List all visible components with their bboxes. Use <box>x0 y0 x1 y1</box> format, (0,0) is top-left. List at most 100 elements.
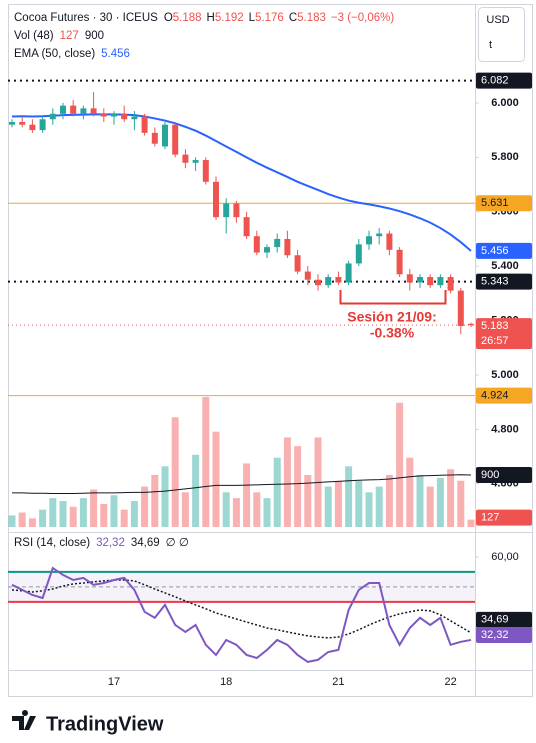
candle-body <box>437 277 444 286</box>
candle-body <box>447 277 454 291</box>
volume-bar <box>406 457 414 527</box>
volume-bar <box>416 475 424 527</box>
volume-bar <box>69 506 77 527</box>
candle-body <box>141 116 148 133</box>
x-tick-label: 21 <box>332 676 344 688</box>
volume-bar <box>100 503 108 527</box>
volume-bar <box>263 498 271 527</box>
candle-body <box>468 323 474 326</box>
volume-bar <box>324 486 332 527</box>
volume-bar <box>243 463 251 527</box>
rsi-ma-tag-label: 34,69 <box>481 614 509 626</box>
logo-mark <box>12 710 36 730</box>
ema-tag <box>476 242 532 259</box>
volume-bar <box>202 397 210 527</box>
volume-bar <box>375 486 383 527</box>
candle-body <box>111 113 117 117</box>
volume-name: Vol (48) <box>14 30 54 42</box>
volume-bar <box>120 509 128 527</box>
candle-body <box>19 121 26 125</box>
ohlc-value: 5.183 <box>297 12 326 24</box>
candle-body <box>172 124 179 155</box>
brand: TradingView <box>46 713 164 735</box>
candle-body <box>406 274 413 283</box>
ohlc-key: L <box>249 12 256 24</box>
candle-body <box>366 236 372 245</box>
volume-bar <box>151 475 159 527</box>
volume-bar <box>334 480 342 527</box>
candle-body <box>162 124 168 147</box>
legend-volume: Vol (48) 127 900 <box>14 30 104 42</box>
volume-value: 127 <box>60 30 79 42</box>
level-tag-label: 6.082 <box>481 75 509 87</box>
volume-bar <box>253 492 261 527</box>
candle-body <box>60 105 66 114</box>
y-tick-label: 5.400 <box>491 260 519 272</box>
annotation-text: Sesión 21/09: <box>347 309 437 325</box>
annotation-text: -0.38% <box>370 325 415 341</box>
candle-body <box>202 160 209 182</box>
volume-bar <box>447 469 455 527</box>
candle-body <box>325 277 332 286</box>
y-tick-label: 4.800 <box>491 423 519 435</box>
volume-bar <box>283 437 291 527</box>
volume-bar <box>345 466 353 527</box>
legend-rsi: RSI (14, close) 32,32 34,69 ∅ ∅ <box>14 537 189 549</box>
x-tick-label: 22 <box>444 676 456 688</box>
x-tick-label: 18 <box>220 676 232 688</box>
volume-bar <box>385 475 393 527</box>
candle-body <box>417 277 423 283</box>
last-price-label: 5.183 <box>481 320 509 332</box>
candle-body <box>243 217 250 237</box>
volume-bar <box>49 498 57 527</box>
candle-body <box>223 203 230 218</box>
change: −3 (−0,06%) <box>331 12 394 24</box>
ema-tag-label: 5.456 <box>481 245 509 257</box>
logo[interactable]: TradingView <box>12 710 164 735</box>
y-tick-label: 6.000 <box>491 97 519 109</box>
candle-body <box>213 181 219 218</box>
ema-name: EMA (50, close) <box>14 48 95 60</box>
volume-bar <box>457 480 465 527</box>
level-tag <box>476 387 532 404</box>
candle-body <box>355 244 362 264</box>
rsi-tag-label: 32,32 <box>481 629 509 641</box>
volume-bar <box>18 512 26 527</box>
level-tag-label: 5.631 <box>481 197 509 209</box>
volume-bar <box>467 519 475 527</box>
volume-bar <box>396 402 404 527</box>
volume-tag <box>476 509 532 526</box>
volume-bar <box>171 417 179 527</box>
candle-body <box>274 238 281 248</box>
volume-bar <box>426 486 434 527</box>
rsi-extra: ∅ ∅ <box>166 537 189 549</box>
candle-body <box>264 247 270 253</box>
symbol: Cocoa Futures · 30 · ICEUS <box>14 12 158 24</box>
volume-bar <box>355 480 363 527</box>
volume-bar <box>181 492 189 527</box>
candle-body <box>121 113 128 120</box>
volume-bar <box>28 518 36 527</box>
volume-bar <box>212 431 220 527</box>
candle-body <box>90 108 97 114</box>
volume-bar <box>110 495 118 527</box>
annotation-bracket <box>339 290 447 305</box>
volume-bar <box>232 498 240 527</box>
ohlc-value: 5.188 <box>173 12 202 24</box>
candle-body <box>131 116 138 120</box>
volume-bar <box>222 492 230 527</box>
volume-bar <box>161 466 169 527</box>
currency: USD <box>486 14 509 26</box>
candle-body <box>151 132 158 144</box>
y-tick-label: 5.000 <box>491 369 519 381</box>
y-tick-label: 5.800 <box>491 151 519 163</box>
candle-body <box>100 113 107 117</box>
ohlc-key: O <box>164 12 173 24</box>
legend-ema: EMA (50, close) 5.456 <box>14 48 130 60</box>
currency-box[interactable] <box>478 7 525 62</box>
rsi-ma-tag <box>476 611 532 628</box>
candle-body <box>345 263 352 283</box>
candle-body <box>253 236 260 253</box>
volume-bar <box>294 446 302 527</box>
volume-bar <box>90 489 98 527</box>
